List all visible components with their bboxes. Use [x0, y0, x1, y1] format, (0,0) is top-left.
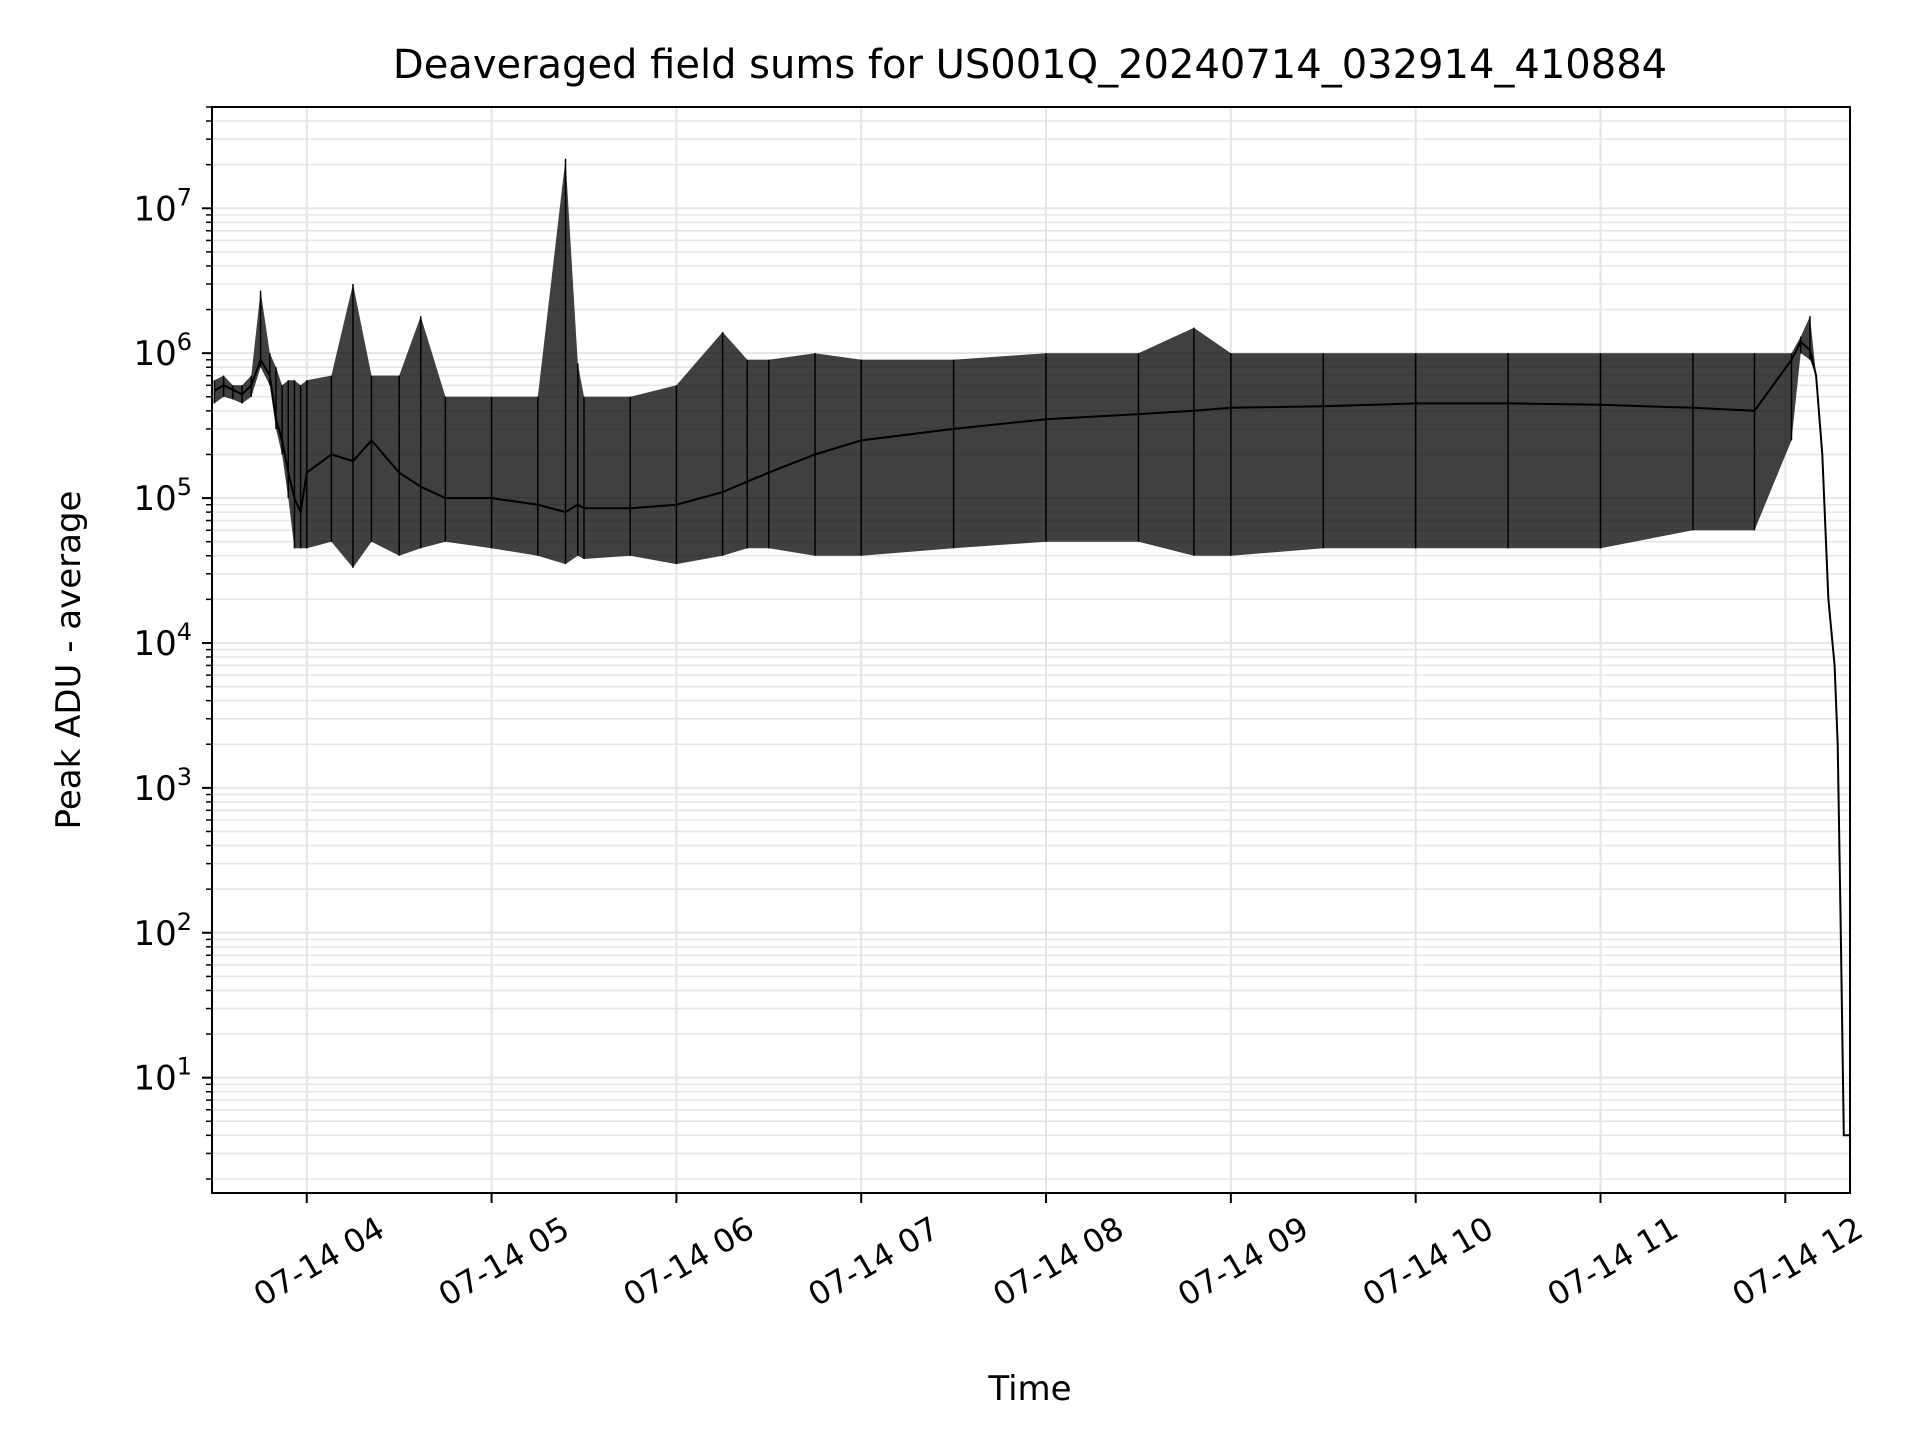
y-tick-label: 102 [133, 908, 192, 954]
y-tick-label: 105 [133, 473, 192, 519]
series-line [213, 340, 1850, 1137]
x-tick-label: 07-14 11 [1541, 1209, 1685, 1314]
x-axis-label: Time [987, 1369, 1071, 1409]
y-tick-label: 104 [133, 618, 192, 664]
x-tick-label: 07-14 06 [617, 1209, 761, 1314]
y-tick-label: 103 [133, 763, 192, 809]
x-tick-label: 07-14 04 [247, 1209, 391, 1314]
x-tick-label: 07-14 08 [986, 1209, 1130, 1314]
axis-ticks: 101 102 103 104 105 106 107 07-14 04 07-14 05 07-… [133, 106, 1870, 1314]
x-tick-label: 07-14 05 [432, 1209, 576, 1314]
grid [212, 106, 1850, 1193]
y-tick-label: 101 [133, 1053, 192, 1099]
y-tick-label: 106 [133, 328, 192, 374]
y-tick-label: 107 [133, 183, 192, 229]
x-tick-label: 07-14 12 [1726, 1209, 1870, 1314]
chart-title: Deaveraged field sums for US001Q_2024071… [393, 42, 1667, 88]
data-layer [213, 158, 1850, 1137]
x-tick-label: 07-14 10 [1356, 1209, 1500, 1314]
x-tick-label: 07-14 07 [802, 1209, 946, 1314]
y-axis-label: Peak ADU - average [49, 491, 89, 830]
x-tick-label: 07-14 09 [1171, 1209, 1315, 1314]
series-fluctuation-band [214, 158, 1850, 1136]
